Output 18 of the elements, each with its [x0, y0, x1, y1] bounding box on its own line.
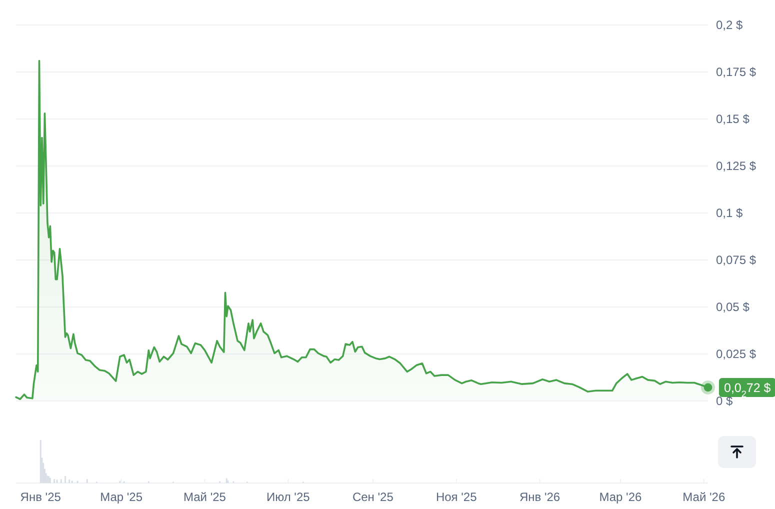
x-tick-label: Янв '26	[519, 490, 560, 504]
y-tick-label: 0,05 $	[716, 300, 750, 314]
x-tick-label: Май '26	[682, 490, 726, 504]
y-tick-label: 0,175 $	[716, 65, 756, 80]
x-tick-label: Янв '25	[20, 490, 62, 504]
x-tick-label: Мар '26	[599, 490, 642, 504]
y-tick-label: 0 $	[716, 394, 734, 408]
y-tick-label: 0,2 $	[716, 18, 744, 32]
x-tick-label: Июл '25	[266, 490, 310, 504]
y-tick-label: 0,125 $	[716, 159, 756, 174]
y-tick-label: 0,075 $	[716, 253, 756, 268]
y-tick-label: 0,025 $	[716, 347, 756, 362]
y-tick-label: 0,15 $	[716, 112, 750, 126]
x-tick-label: Сен '25	[352, 490, 394, 504]
y-tick-label: 0,1 $	[716, 206, 744, 220]
x-tick-label: Мар '25	[100, 490, 143, 504]
x-tick-label: Май '25	[183, 490, 226, 504]
x-tick-label: Ноя '25	[436, 490, 478, 504]
